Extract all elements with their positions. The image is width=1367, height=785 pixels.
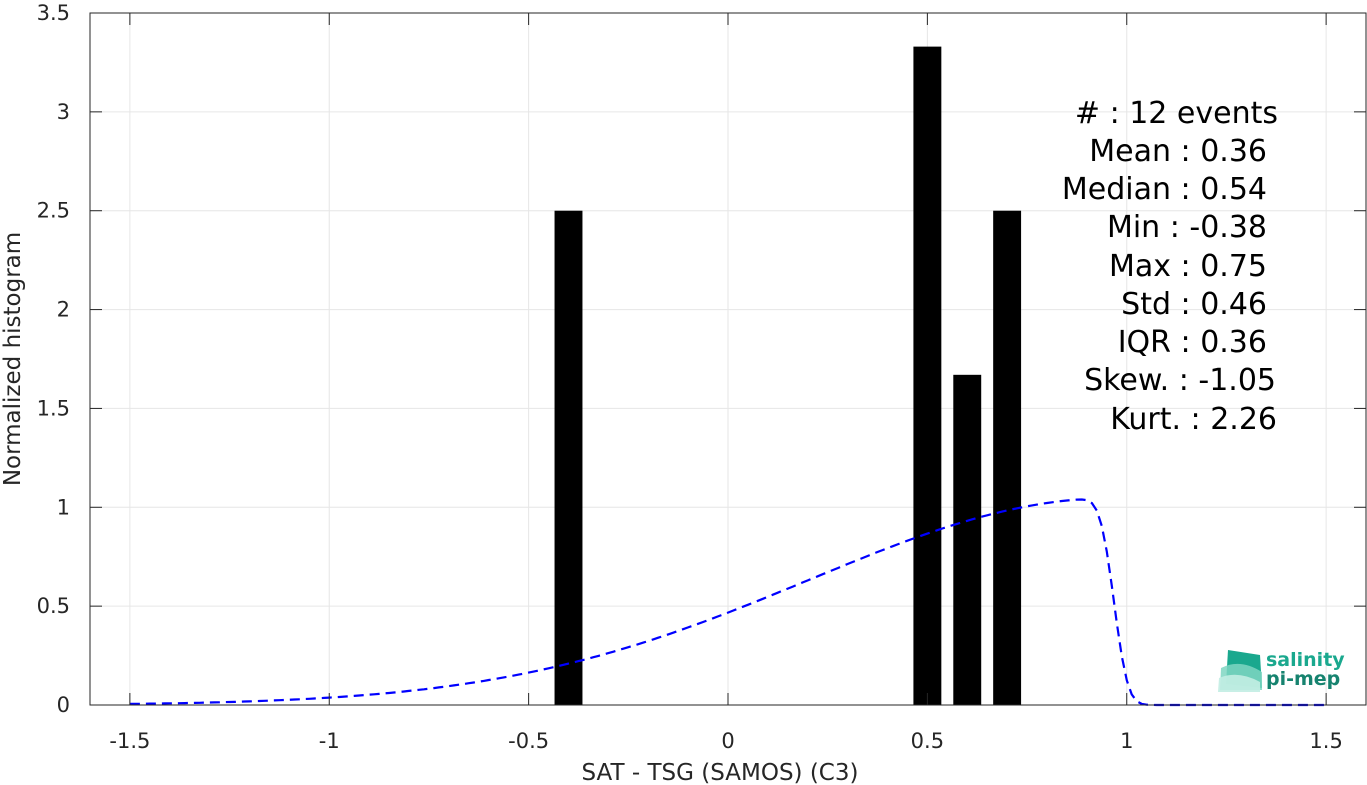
x-tick-label-5: 1	[1120, 729, 1133, 753]
logo-emblem-icon	[1218, 650, 1262, 692]
stats-median: Median : 0.54	[1062, 172, 1267, 207]
x-tick-label-4: 0.5	[911, 729, 944, 753]
stats-skew: Skew. : -1.05	[1084, 363, 1276, 398]
y-tick-label-1: 0.5	[37, 594, 70, 618]
y-tick-label-5: 2.5	[37, 199, 70, 223]
x-tick-label-1: -1	[319, 729, 340, 753]
axes	[89, 12, 1367, 706]
y-tick-label-3: 1.5	[37, 396, 70, 420]
histogram-bar-1	[913, 46, 942, 705]
x-tick-label-2: -0.5	[508, 729, 549, 753]
stats-iqr: IQR : 0.36	[1118, 325, 1267, 360]
y-tick-label-2: 1	[57, 495, 70, 519]
y-axis-title: Normalized histogram	[0, 232, 26, 486]
histogram-bar-2	[953, 374, 982, 705]
y-tick-label-7: 3.5	[37, 1, 70, 25]
x-tick-label-3: 0	[721, 729, 734, 753]
histogram-bar-0	[554, 210, 583, 705]
stats-mean: Mean : 0.36	[1089, 134, 1267, 169]
grid	[90, 12, 1366, 706]
histogram-bars	[554, 46, 1022, 705]
stats-box: # : 12 events Mean : 0.36 Median : 0.54 …	[1062, 96, 1278, 437]
x-tick-label-0: -1.5	[109, 729, 150, 753]
x-tick-label-6: 1.5	[1309, 729, 1342, 753]
stats-std: Std : 0.46	[1121, 287, 1267, 322]
stats-max: Max : 0.75	[1109, 249, 1267, 284]
x-axis-title: SAT - TSG (SAMOS) (C3)	[582, 760, 859, 785]
stats-kurt: Kurt. : 2.26	[1110, 402, 1277, 437]
histogram-bar-3	[993, 210, 1022, 705]
logo-text-salinity: salinity	[1266, 649, 1345, 671]
y-tick-label-0: 0	[57, 693, 70, 717]
stats-min: Min : -0.38	[1107, 210, 1267, 245]
salinity-pi-mep-logo: salinity pi-mep	[1218, 649, 1345, 692]
stats-events: # : 12 events	[1075, 96, 1278, 131]
tick-labels: -1.5 -1 -0.5 0 0.5 1 1.5 0 0.5 1 1.5 2 2.5 3 3.5	[37, 1, 1343, 753]
y-tick-label-6: 3	[57, 100, 70, 124]
logo-text-pi-mep: pi-mep	[1266, 668, 1340, 690]
y-tick-label-4: 2	[57, 298, 70, 322]
